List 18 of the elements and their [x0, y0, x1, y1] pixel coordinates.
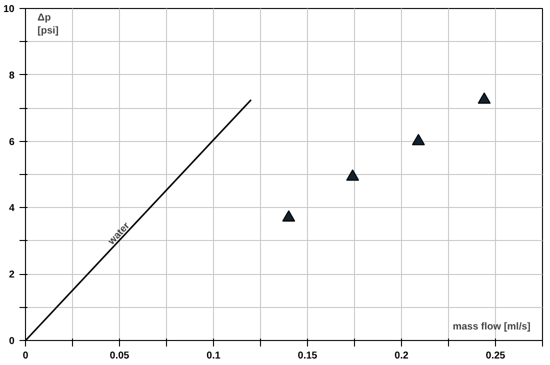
- point: [282, 210, 296, 222]
- point: [346, 169, 360, 181]
- x-tick-label: 0.25: [486, 350, 506, 362]
- y-tick-label: 8: [8, 70, 15, 82]
- y-tick-label: 2: [8, 270, 15, 281]
- y-tick-label: 4: [8, 203, 15, 214]
- y-tick-label: 10: [3, 4, 15, 15]
- y-axis-title: Δp [psi]: [38, 12, 59, 37]
- x-tick-label: 0: [22, 350, 29, 362]
- x-axis-title: mass flow [ml/s]: [452, 322, 531, 332]
- x-tick-label: 0.2: [394, 350, 409, 362]
- x-tick-label: 0.05: [110, 350, 130, 362]
- x-tick-label: 0.1: [206, 350, 221, 362]
- x-tick-label: 0.15: [298, 350, 318, 362]
- point: [412, 134, 425, 146]
- point: [478, 92, 491, 104]
- y-tick-label: 0: [8, 336, 15, 347]
- y-tick-label: 6: [8, 136, 15, 148]
